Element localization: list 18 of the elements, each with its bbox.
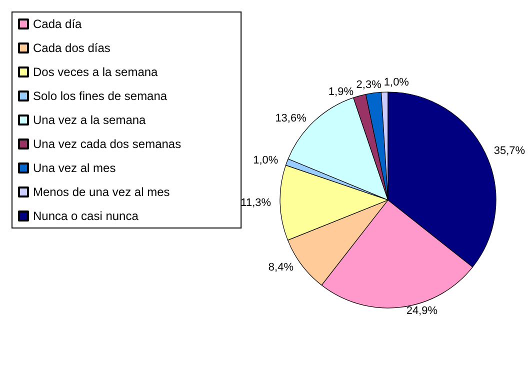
data-label: 1,0% bbox=[253, 154, 278, 167]
legend-label: Dos veces a la semana bbox=[33, 65, 158, 79]
data-label: 24,9% bbox=[406, 305, 438, 318]
legend-label: Una vez al mes bbox=[33, 161, 116, 175]
data-label: 35,7% bbox=[494, 145, 526, 158]
legend-label: Menos de una vez al mes bbox=[33, 185, 170, 199]
data-label: 13,6% bbox=[275, 112, 307, 124]
legend-label: Una vez a la semana bbox=[33, 113, 146, 127]
data-label: 1,9% bbox=[328, 86, 354, 98]
legend-label: Cada dos días bbox=[33, 41, 110, 55]
data-label: 2,3% bbox=[356, 79, 382, 92]
legend-label: Solo los fines de semana bbox=[33, 89, 168, 103]
legend-label: Cada día bbox=[33, 17, 82, 31]
data-label: 11,3% bbox=[240, 196, 272, 209]
data-label: 8,4% bbox=[268, 261, 294, 274]
data-label: 1,0% bbox=[384, 76, 410, 89]
legend-label: Una vez cada dos semanas bbox=[33, 137, 182, 151]
legend-label: Nunca o casi nunca bbox=[33, 209, 139, 223]
